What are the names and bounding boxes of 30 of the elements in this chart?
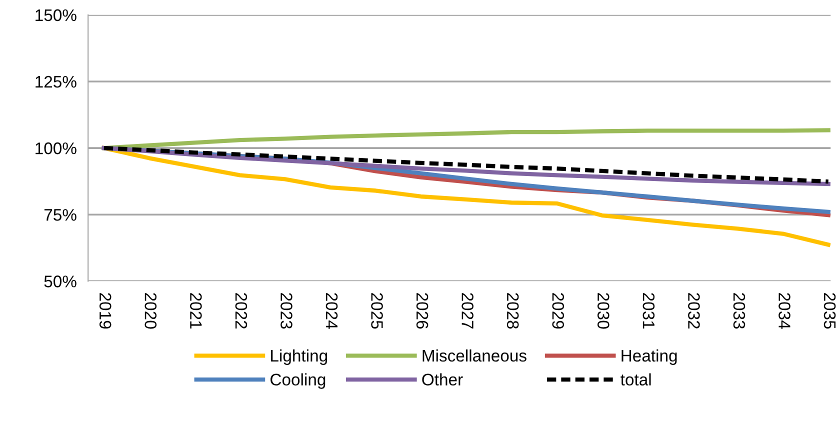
line-series	[102, 146, 830, 247]
x-tick-label: 2030	[597, 293, 610, 329]
x-tick-label: 2019	[99, 293, 112, 329]
legend-label: Heating	[622, 349, 677, 365]
x-tick-label: 2028	[506, 293, 519, 329]
x-tick-label: 2034	[778, 293, 790, 329]
y-tick-label: 100%	[36, 142, 76, 154]
y-tick-label: 50%	[44, 276, 76, 288]
legend-label: Cooling	[270, 373, 326, 389]
legend-label: Lighting	[271, 349, 328, 365]
x-tick-label: 2031	[642, 293, 655, 329]
y-tick-label: 75%	[44, 209, 76, 221]
x-tick-label: 2026	[416, 293, 428, 329]
x-tick-label: 2024	[326, 293, 338, 329]
x-tick-label: 2025	[371, 293, 383, 329]
x-tick-label: 2027	[462, 293, 474, 329]
x-tick-label: 2035	[824, 293, 836, 329]
legend-label: total	[620, 373, 651, 386]
y-tick-label: 150%	[36, 9, 76, 22]
x-tick-label: 2033	[733, 293, 746, 329]
x-tick-label: 2021	[190, 293, 202, 329]
line-series	[102, 128, 830, 150]
legend-label: Other	[422, 373, 463, 386]
y-tick-label: 125%	[36, 76, 76, 88]
x-tick-label: 2029	[552, 293, 564, 329]
x-tick-label: 2032	[688, 293, 700, 329]
x-tick-label: 2020	[144, 293, 157, 329]
legend-label: Miscellaneous	[422, 349, 526, 362]
x-tick-label: 2023	[280, 293, 292, 329]
x-tick-label: 2022	[235, 293, 248, 329]
